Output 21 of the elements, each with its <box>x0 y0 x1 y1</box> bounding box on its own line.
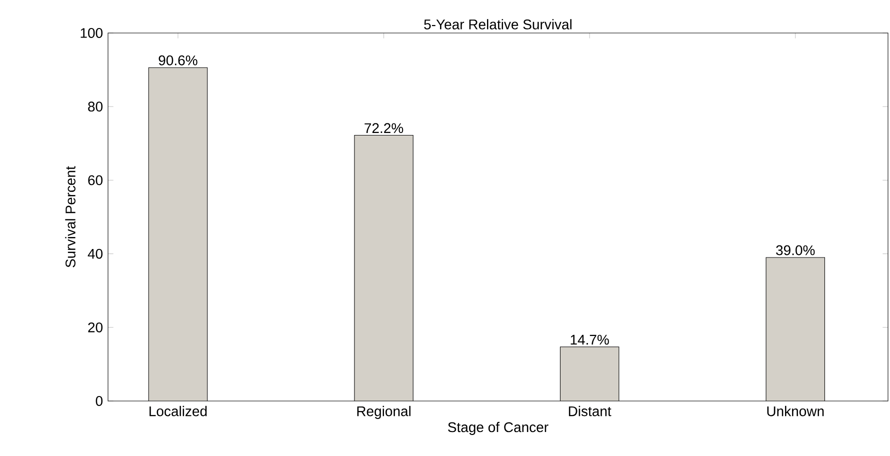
y-tick-label: 40 <box>88 248 103 259</box>
data-label: 39.0% <box>776 245 815 256</box>
y-axis-title: Survival Percent <box>65 166 76 268</box>
data-label: 72.2% <box>364 123 404 134</box>
y-tick-label: 0 <box>96 396 103 406</box>
data-label: 14.7% <box>570 334 609 345</box>
x-tick-label: Unknown <box>767 406 824 416</box>
x-axis-title: Stage of Cancer <box>448 422 548 435</box>
chart-title: 5-Year Relative Survival <box>424 19 572 30</box>
x-tick-label: Localized <box>150 406 207 416</box>
x-tick-label: Regional <box>357 406 410 419</box>
bar <box>354 135 414 401</box>
bar <box>148 67 208 401</box>
y-tick-label: 60 <box>88 175 103 186</box>
y-tick-label: 20 <box>88 322 103 332</box>
bar <box>560 346 620 401</box>
y-tick-label: 80 <box>88 102 103 112</box>
bar <box>766 257 825 401</box>
x-tick-label: Distant <box>568 406 612 416</box>
data-label: 90.6% <box>158 55 198 66</box>
y-tick-label: 100 <box>80 28 103 38</box>
